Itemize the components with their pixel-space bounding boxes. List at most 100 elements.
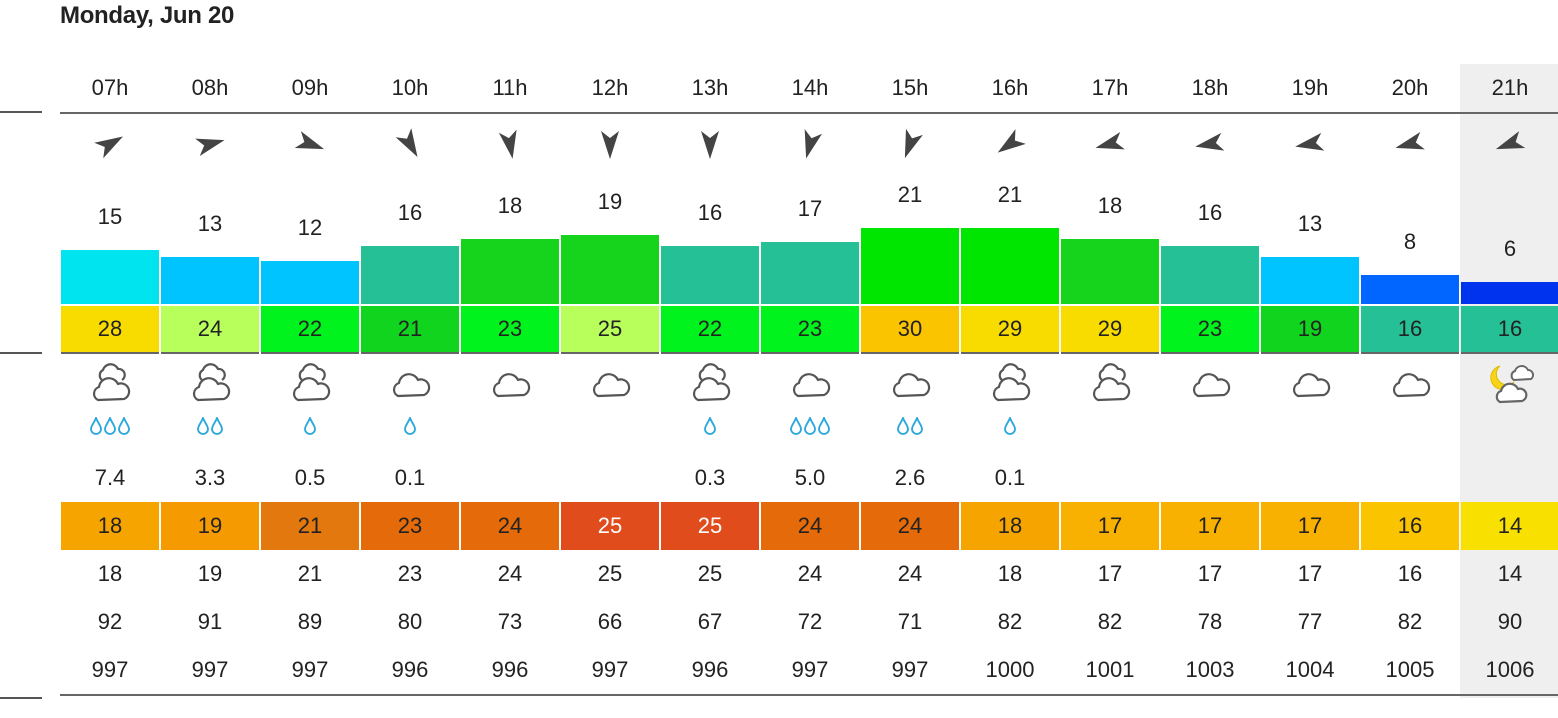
hour-label: 19h bbox=[1260, 64, 1360, 114]
wind-speed-value: 21 bbox=[997, 182, 1023, 207]
wind-speed-area: 19 bbox=[560, 182, 660, 304]
forecast-column: 10h 16 21 0.1 23 23 80 996 bbox=[360, 64, 460, 698]
hour-label: 15h bbox=[860, 64, 960, 114]
cloud-icon bbox=[760, 360, 860, 408]
wind-direction-arrow-icon bbox=[1260, 118, 1360, 170]
hour-label: 10h bbox=[360, 64, 460, 114]
wind-speed-value: 6 bbox=[1503, 236, 1517, 261]
wind-speed-area: 15 bbox=[60, 182, 160, 304]
wind-gust-value: 23 bbox=[761, 306, 859, 354]
feels-like-value: 23 bbox=[397, 561, 423, 586]
forecast-column: 09h 12 22 0.5 21 21 89 997 bbox=[260, 64, 360, 698]
pressure-value: 1000 bbox=[960, 646, 1060, 696]
wind-gust-value: 29 bbox=[961, 306, 1059, 354]
feels-like-value: 17 bbox=[1297, 561, 1323, 586]
feels-like-value: 25 bbox=[697, 561, 723, 586]
wind-gust-value: 23 bbox=[1161, 306, 1259, 354]
wind-speed-area: 17 bbox=[760, 182, 860, 304]
raindrop-icon bbox=[118, 416, 130, 435]
feels-like-value: 19 bbox=[197, 561, 223, 586]
feels-like-value: 18 bbox=[97, 561, 123, 586]
wind-direction-arrow-icon bbox=[460, 118, 560, 170]
pressure-value: 996 bbox=[460, 646, 560, 696]
wind-speed-bar bbox=[361, 246, 459, 304]
humidity-value: 82 bbox=[997, 609, 1023, 634]
hour-label: 12h bbox=[560, 64, 660, 114]
humidity-value: 89 bbox=[297, 609, 323, 634]
pressure-value: 1004 bbox=[1260, 646, 1360, 696]
rain-drops bbox=[60, 410, 160, 440]
forecast-table: 07h 15 28 7.4 18 18 92 997 08h 13 24 3.3 19 19 91 997 09… bbox=[60, 64, 1558, 698]
rain-drops bbox=[660, 410, 760, 440]
cloudy-icon bbox=[1060, 360, 1160, 408]
wind-speed-bar bbox=[261, 261, 359, 304]
wind-direction-arrow-icon bbox=[1160, 118, 1260, 170]
temperature-value: 24 bbox=[861, 502, 959, 550]
precipitation-value: 0.1 bbox=[394, 465, 426, 490]
wind-speed-value: 21 bbox=[897, 182, 923, 207]
rain-drops bbox=[1360, 410, 1460, 440]
hour-label: 18h bbox=[1160, 64, 1260, 114]
forecast-column: 20h 8 16 16 16 82 1005 bbox=[1360, 64, 1460, 698]
wind-gust-value: 24 bbox=[161, 306, 259, 354]
wind-gust-value: 16 bbox=[1361, 306, 1459, 354]
hour-label: 13h bbox=[660, 64, 760, 114]
wind-speed-area: 21 bbox=[860, 182, 960, 304]
cloudy-icon bbox=[260, 360, 360, 408]
row-separator-line bbox=[0, 352, 42, 354]
rain-drops bbox=[1260, 410, 1360, 440]
feels-like-value: 16 bbox=[1397, 561, 1423, 586]
wind-speed-area: 12 bbox=[260, 182, 360, 304]
forecast-column: 15h 21 30 2.6 24 24 71 997 bbox=[860, 64, 960, 698]
temperature-value: 14 bbox=[1461, 502, 1558, 550]
wind-speed-value: 19 bbox=[597, 189, 623, 214]
cloudy-icon bbox=[960, 360, 1060, 408]
hour-label: 14h bbox=[760, 64, 860, 114]
feels-like-value: 24 bbox=[797, 561, 823, 586]
precipitation-value: 0.1 bbox=[994, 465, 1026, 490]
feels-like-value: 24 bbox=[497, 561, 523, 586]
pressure-value: 1006 bbox=[1460, 646, 1558, 696]
wind-speed-value: 16 bbox=[1197, 200, 1223, 225]
feels-like-value: 17 bbox=[1197, 561, 1223, 586]
cloud-icon bbox=[1260, 360, 1360, 408]
pressure-value: 997 bbox=[760, 646, 860, 696]
wind-speed-bar bbox=[461, 239, 559, 304]
humidity-value: 72 bbox=[797, 609, 823, 634]
temperature-value: 24 bbox=[461, 502, 559, 550]
rain-drops bbox=[460, 410, 560, 440]
pressure-value: 1005 bbox=[1360, 646, 1460, 696]
precipitation-value: 0.3 bbox=[694, 465, 726, 490]
wind-direction-arrow-icon bbox=[1460, 118, 1558, 170]
wind-speed-bar bbox=[561, 235, 659, 304]
pressure-value: 996 bbox=[360, 646, 460, 696]
raindrop-icon bbox=[911, 416, 923, 435]
raindrop-icon bbox=[197, 416, 209, 435]
precipitation-value: 0.5 bbox=[294, 465, 326, 490]
hour-label: 09h bbox=[260, 64, 360, 114]
wind-gust-value: 22 bbox=[261, 306, 359, 354]
wind-speed-bar bbox=[1261, 257, 1359, 304]
forecast-column: 17h 18 29 17 17 82 1001 bbox=[1060, 64, 1160, 698]
temperature-value: 25 bbox=[561, 502, 659, 550]
humidity-value: 78 bbox=[1197, 609, 1223, 634]
pressure-value: 997 bbox=[860, 646, 960, 696]
row-separator-line bbox=[0, 697, 42, 699]
forecast-column: 19h 13 19 17 17 77 1004 bbox=[1260, 64, 1360, 698]
wind-gust-value: 30 bbox=[861, 306, 959, 354]
wind-speed-area: 13 bbox=[160, 182, 260, 304]
wind-direction-arrow-icon bbox=[760, 118, 860, 170]
wind-direction-arrow-icon bbox=[160, 118, 260, 170]
rain-drops bbox=[160, 410, 260, 440]
wind-speed-value: 16 bbox=[397, 200, 423, 225]
pressure-value: 996 bbox=[660, 646, 760, 696]
temperature-value: 16 bbox=[1361, 502, 1459, 550]
rain-drops bbox=[1060, 410, 1160, 440]
humidity-value: 67 bbox=[697, 609, 723, 634]
wind-gust-value: 23 bbox=[461, 306, 559, 354]
rain-drops bbox=[360, 410, 460, 440]
temperature-value: 17 bbox=[1061, 502, 1159, 550]
rain-drops bbox=[960, 410, 1060, 440]
wind-gust-value: 28 bbox=[61, 306, 159, 354]
precipitation-value bbox=[1060, 460, 1160, 496]
